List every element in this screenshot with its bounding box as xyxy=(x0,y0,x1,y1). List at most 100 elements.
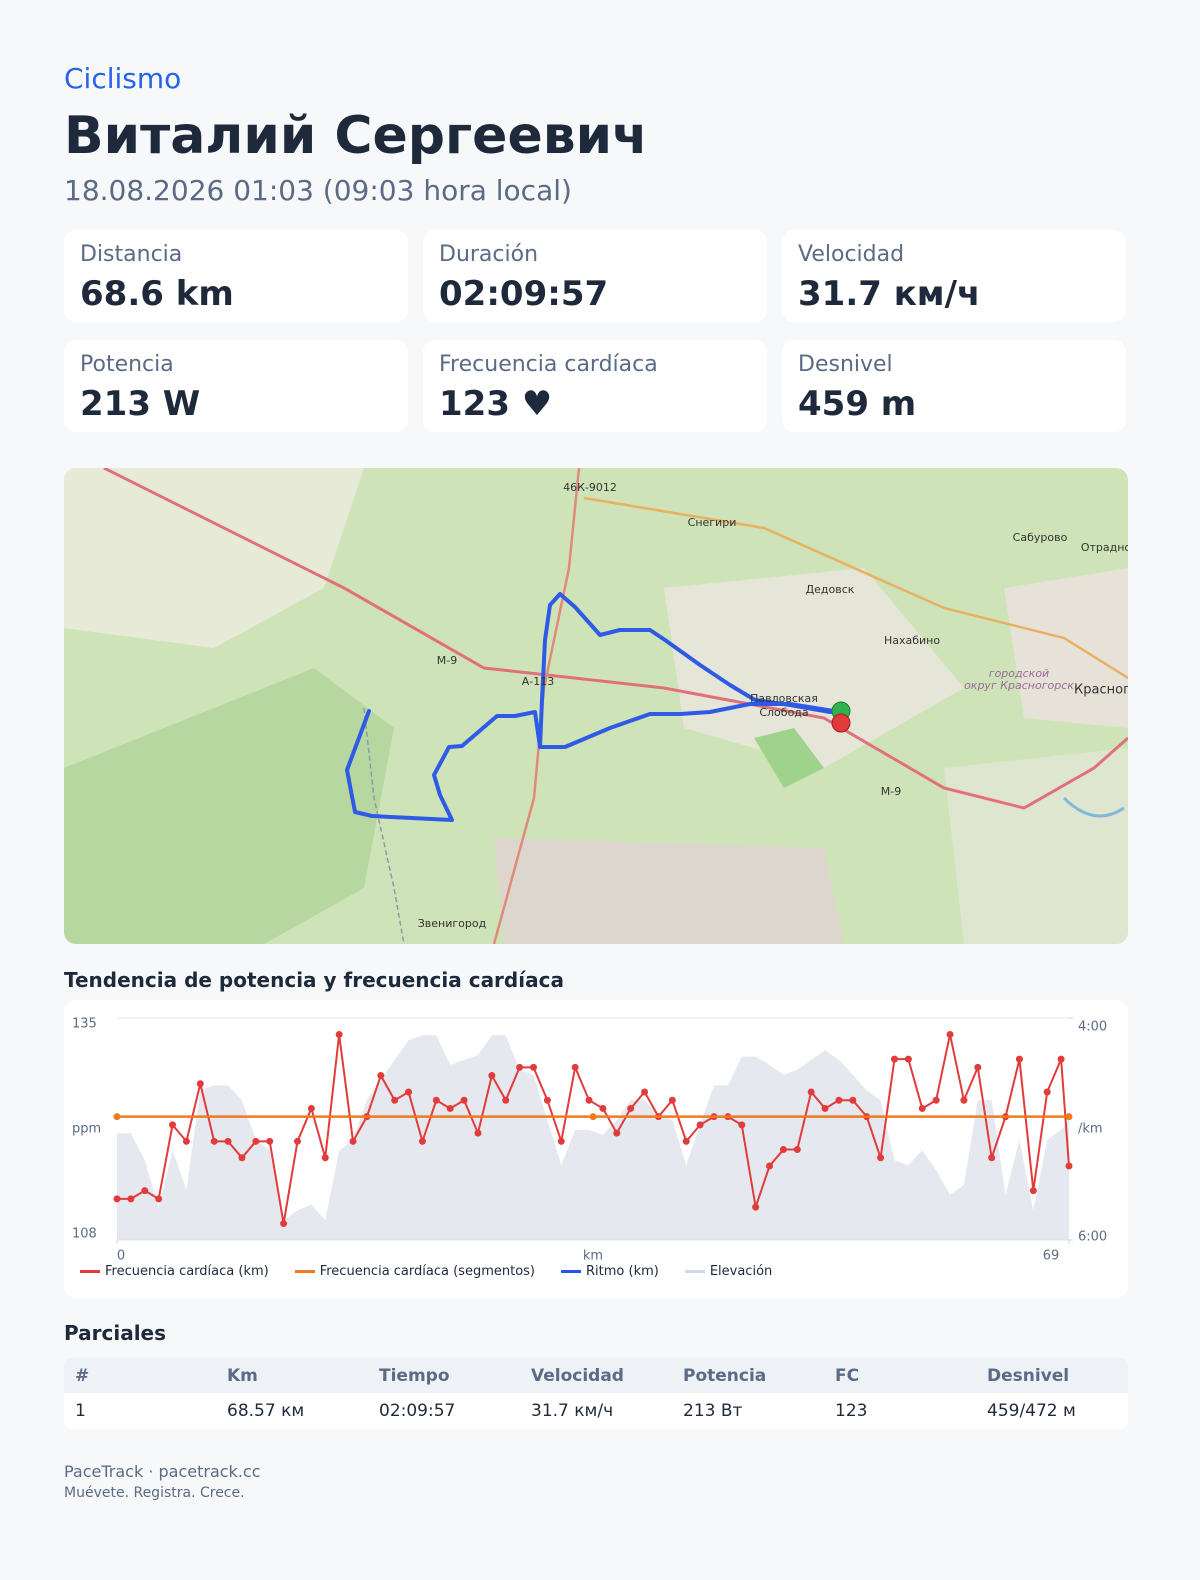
point xyxy=(946,1030,954,1038)
point xyxy=(543,1096,551,1104)
point xyxy=(405,1088,413,1096)
map-label: Отрадно xyxy=(1081,541,1128,554)
stat-value: 31.7 км/ч xyxy=(798,274,981,314)
point xyxy=(585,1096,593,1104)
map-label: Сабурово xyxy=(1013,531,1068,544)
point xyxy=(766,1162,774,1170)
cell: 68.57 км xyxy=(216,1393,368,1429)
map-label: округ Красногорск xyxy=(964,679,1074,692)
y2-tick-label: 4:00 xyxy=(1078,1020,1107,1035)
stat-card: Frecuencia cardíaca 123 ♥ xyxy=(423,340,767,432)
map-label: городской xyxy=(989,667,1049,680)
point xyxy=(835,1096,843,1104)
stat-card: Duración 02:09:57 xyxy=(423,230,767,322)
point xyxy=(779,1146,787,1154)
splits-title: Parciales xyxy=(64,1321,167,1345)
point xyxy=(752,1203,760,1211)
header-row: # Km Tiempo Velocidad Potencia FC Desnivel xyxy=(64,1358,1128,1393)
map-label: 46К-9012 xyxy=(563,481,617,494)
athlete: Виталий Сергеевич xyxy=(64,106,648,166)
stat-card: Potencia 213 W xyxy=(64,340,408,432)
map-label: М-9 xyxy=(881,785,901,798)
point xyxy=(155,1195,163,1203)
point xyxy=(113,1113,121,1121)
legend-label: Frecuencia cardíaca (km) xyxy=(105,1264,269,1279)
x-tick-label: 0 xyxy=(117,1249,125,1261)
point xyxy=(1065,1162,1073,1170)
column-header: Km xyxy=(216,1358,368,1393)
stat-value: 123 ♥ xyxy=(439,384,553,424)
x-axis-label: km xyxy=(583,1249,603,1261)
point xyxy=(1057,1055,1065,1063)
chart-title: Tendencia de potencia y frecuencia cardí… xyxy=(64,968,564,992)
point xyxy=(391,1096,399,1104)
stat-label: Frecuencia cardíaca xyxy=(439,352,658,377)
point xyxy=(252,1137,260,1145)
point xyxy=(266,1137,274,1145)
map-label: Дедовск xyxy=(806,583,855,596)
footer-tagline: Muévete. Registra. Crece. xyxy=(64,1485,245,1501)
stat-label: Velocidad xyxy=(798,242,905,267)
elevation-area xyxy=(117,1035,1069,1240)
point xyxy=(641,1088,649,1096)
point xyxy=(589,1113,597,1121)
stat-card: Velocidad 31.7 км/ч xyxy=(782,230,1126,322)
x-tick-label: 69 xyxy=(1043,1249,1060,1261)
column-header: # xyxy=(64,1358,216,1393)
point xyxy=(849,1096,857,1104)
sport: Ciclismo xyxy=(64,62,182,95)
point xyxy=(446,1104,454,1112)
point xyxy=(169,1121,177,1129)
cell: 02:09:57 xyxy=(368,1393,520,1429)
point xyxy=(696,1121,704,1129)
point xyxy=(1015,1055,1023,1063)
point xyxy=(1065,1113,1073,1121)
point xyxy=(474,1129,482,1137)
stat-value: 213 W xyxy=(80,384,201,424)
splits-table: # Km Tiempo Velocidad Potencia FC Desnivel 1 68.… xyxy=(64,1358,1128,1429)
map-label: Звенигород xyxy=(418,917,487,930)
point xyxy=(196,1080,204,1088)
point xyxy=(488,1072,496,1080)
y-tick-label: 108 xyxy=(72,1227,97,1242)
cell: 459/472 м xyxy=(976,1393,1128,1429)
point xyxy=(821,1104,829,1112)
point xyxy=(224,1137,232,1145)
point xyxy=(738,1121,746,1129)
point xyxy=(349,1137,357,1145)
stat-card: Desnivel 459 m xyxy=(782,340,1126,432)
point xyxy=(1043,1088,1051,1096)
map-label: Нахабино xyxy=(884,634,940,647)
point xyxy=(280,1220,288,1228)
cell: 213 Вт xyxy=(672,1393,824,1429)
point xyxy=(335,1030,343,1038)
legend-item: Elevación xyxy=(684,1264,772,1279)
point xyxy=(932,1096,940,1104)
stat-value: 02:09:57 xyxy=(439,274,609,314)
legend-swatch xyxy=(294,1270,315,1273)
point xyxy=(502,1096,510,1104)
point xyxy=(141,1187,149,1195)
series-line xyxy=(117,1034,1070,1224)
stat-value: 68.6 km xyxy=(80,274,234,314)
point xyxy=(182,1137,190,1145)
point xyxy=(113,1195,121,1203)
date: 18.08.2026 01:03 (09:03 hora local) xyxy=(64,174,572,207)
legend-item: Frecuencia cardíaca (km) xyxy=(80,1264,269,1279)
y2-axis-label: /km xyxy=(1078,1122,1103,1137)
splits-table-wrap: # Km Tiempo Velocidad Potencia FC Desnivel 1 68.… xyxy=(64,1358,1128,1429)
point xyxy=(613,1129,621,1137)
point xyxy=(974,1063,982,1071)
chart-card: 135 108 4:00 6:00 0 69 km ppm/km Frecuencia car… xyxy=(64,1000,1128,1298)
cell: 31.7 км/ч xyxy=(520,1393,672,1429)
point xyxy=(377,1072,385,1080)
point xyxy=(460,1096,468,1104)
legend-label: Ritmo (km) xyxy=(586,1264,659,1279)
point xyxy=(293,1137,301,1145)
map-label: М-9 xyxy=(437,654,457,667)
column-header: Desnivel xyxy=(976,1358,1128,1393)
y-tick-label: 135 xyxy=(72,1017,97,1032)
stat-label: Distancia xyxy=(80,242,183,267)
column-header: Potencia xyxy=(672,1358,824,1393)
